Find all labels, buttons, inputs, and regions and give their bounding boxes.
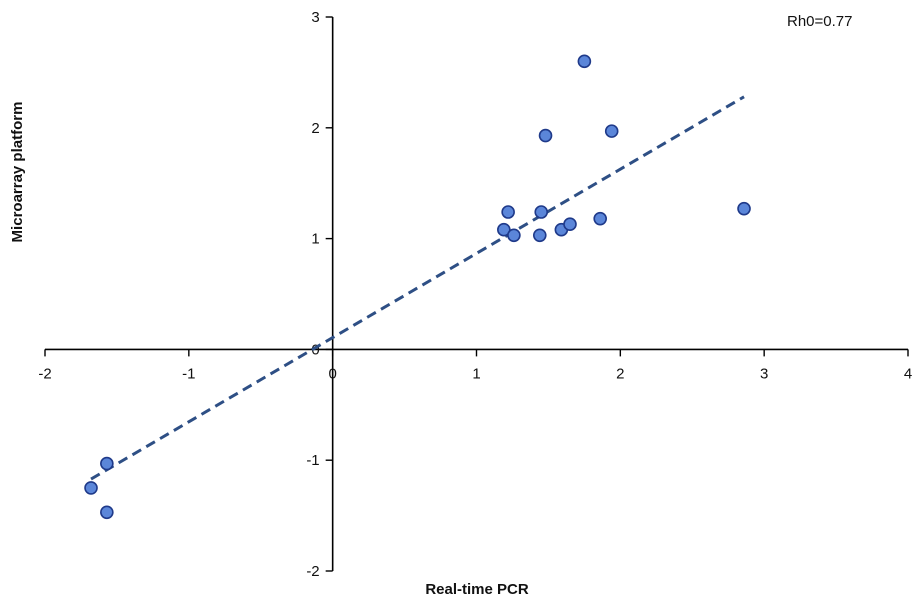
data-point	[501, 205, 515, 219]
y-axis-title: Microarray platform	[9, 102, 26, 243]
data-point	[100, 456, 114, 471]
data-point	[604, 124, 619, 138]
trend-line	[90, 95, 745, 481]
y-axis-ticks: -2 -1 0 1 2 3	[306, 9, 333, 580]
x-tick-label: 0	[328, 365, 336, 382]
x-axis-title: Real-time PCR	[425, 581, 529, 598]
data-point	[737, 201, 751, 216]
y-tick-label: 1	[311, 231, 319, 248]
x-tick-label: 3	[760, 365, 768, 382]
y-tick-label: -2	[306, 563, 319, 580]
data-points	[84, 54, 751, 520]
x-tick-label: 1	[472, 365, 480, 382]
y-tick-label: 2	[311, 120, 319, 137]
y-tick-label: 0	[311, 341, 319, 358]
y-tick-label: 3	[311, 9, 319, 26]
data-point	[593, 211, 607, 226]
y-tick-label: -1	[306, 452, 319, 469]
correlation-annotation: Rh0=0.77	[787, 13, 852, 30]
data-point	[100, 505, 114, 520]
data-point	[563, 217, 577, 231]
data-point	[538, 128, 553, 143]
x-tick-label: 2	[616, 365, 624, 382]
data-point	[534, 205, 549, 219]
data-point	[497, 222, 511, 237]
x-tick-label: -1	[182, 365, 195, 382]
data-point	[84, 481, 98, 495]
data-point	[577, 54, 592, 69]
x-tick-label: 4	[904, 365, 912, 382]
data-point	[532, 228, 547, 243]
x-axis-ticks: -2 -1 0 1 2 3 4	[38, 349, 912, 382]
axes	[45, 17, 908, 571]
data-point	[507, 228, 521, 243]
x-tick-label: -2	[38, 365, 51, 382]
